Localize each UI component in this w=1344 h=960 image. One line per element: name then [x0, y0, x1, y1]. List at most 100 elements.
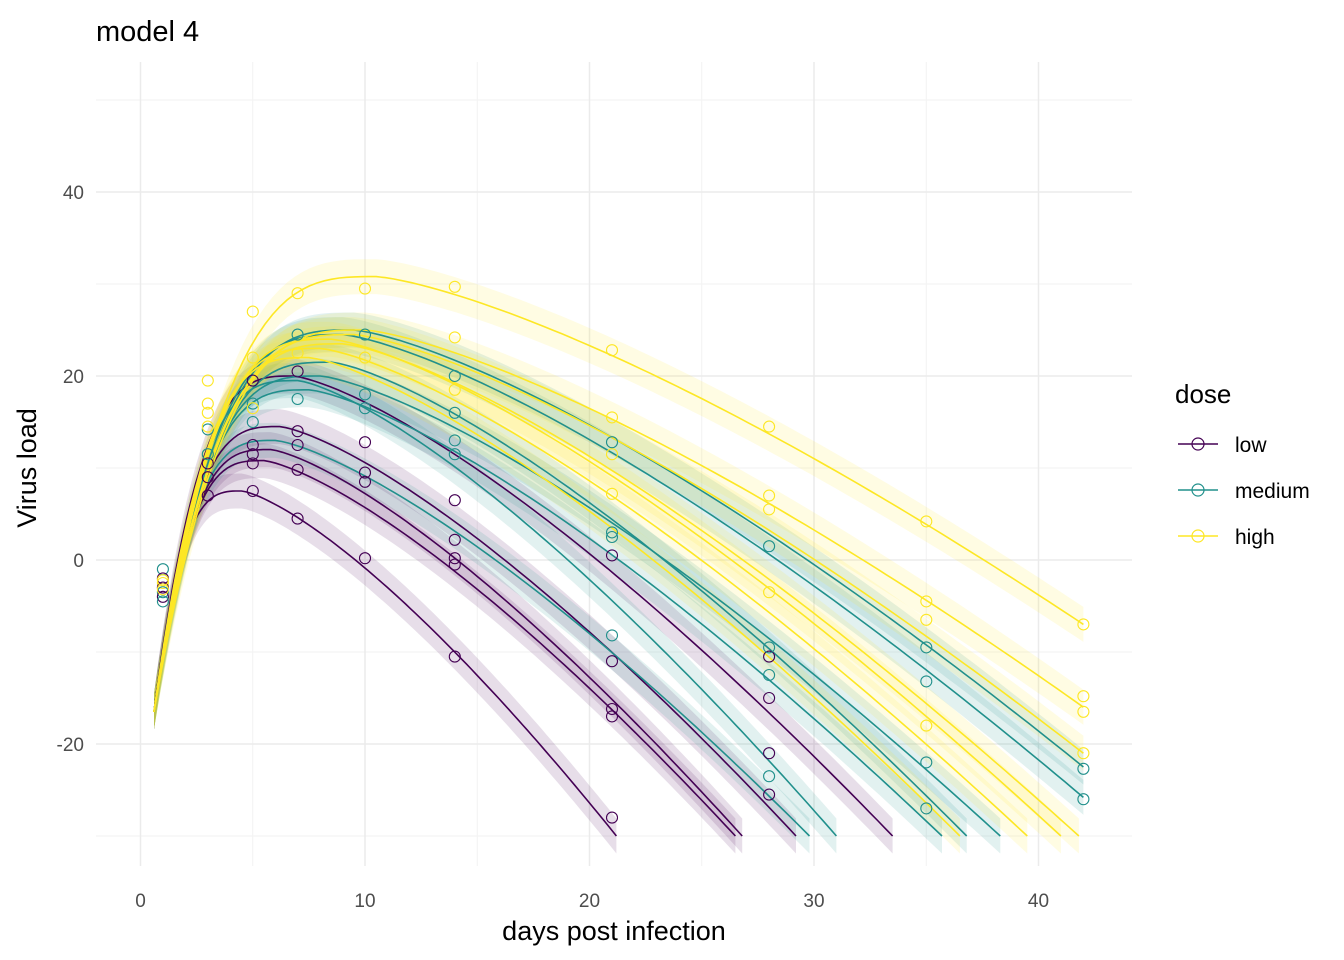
point-low [605, 702, 619, 716]
ribbon-medium [154, 358, 1001, 854]
line-high [153, 356, 961, 837]
point-medium [246, 397, 259, 410]
point-low [246, 457, 259, 470]
point-low [358, 466, 372, 479]
y-tick-label: -20 [57, 735, 84, 756]
point-high [201, 406, 214, 419]
ribbon-low [154, 358, 893, 854]
point-medium [358, 388, 372, 401]
point-medium [291, 392, 304, 406]
point-medium [1077, 793, 1090, 806]
legend-marker-medium [1191, 483, 1205, 497]
point-high [156, 574, 169, 587]
point-high [448, 280, 461, 293]
point-high [291, 287, 304, 300]
point-low [605, 655, 619, 668]
line-low [153, 490, 618, 837]
point-medium [605, 629, 619, 642]
legend-item-low: low [1178, 434, 1267, 457]
point-medium [763, 770, 776, 783]
point-high [763, 489, 776, 502]
observed-points [156, 280, 1090, 824]
point-low [448, 650, 461, 663]
point-medium [605, 436, 619, 449]
point-low [763, 650, 776, 663]
line-high [153, 347, 1028, 837]
legend-item-medium: medium [1178, 480, 1310, 503]
legend-label-medium: medium [1235, 480, 1310, 503]
x-tick-label: 40 [1028, 891, 1049, 912]
y-axis-title: Virus load [12, 408, 42, 528]
point-medium [448, 434, 461, 447]
point-low [763, 788, 776, 801]
point-low [605, 811, 619, 824]
point-high [448, 331, 461, 344]
point-medium [156, 595, 169, 608]
point-low [448, 533, 461, 546]
legend-marker-high [1191, 529, 1205, 543]
point-medium [605, 530, 619, 544]
y-axis-ticks: -20 0 20 40 [57, 183, 84, 756]
point-high [448, 383, 461, 396]
point-high [1077, 747, 1090, 760]
line-low [153, 448, 743, 837]
line-high [153, 333, 1084, 754]
point-high [605, 344, 619, 357]
y-tick-label: 20 [63, 367, 84, 388]
point-high [201, 420, 214, 433]
point-low [291, 365, 304, 378]
point-medium [201, 448, 214, 461]
point-high [605, 448, 619, 461]
legend-title: dose [1175, 379, 1231, 409]
point-medium [920, 641, 933, 654]
ribbon-high [154, 259, 1084, 730]
point-high [605, 411, 619, 424]
point-low [291, 463, 304, 476]
legend-label-low: low [1235, 434, 1267, 457]
point-high [291, 346, 304, 360]
ribbon-high [154, 321, 1061, 854]
y-tick-label: 0 [73, 551, 84, 572]
point-medium [1077, 762, 1090, 775]
chart-title: model 4 [96, 16, 199, 48]
point-high [605, 487, 619, 500]
point-medium [763, 540, 776, 553]
line-high [153, 338, 1062, 837]
point-high [201, 397, 214, 410]
point-high [763, 503, 776, 516]
point-medium [763, 641, 776, 654]
point-low [763, 691, 776, 705]
point-low [201, 457, 214, 470]
point-medium [920, 675, 933, 688]
x-tick-label: 0 [135, 891, 146, 912]
point-low [358, 552, 372, 565]
point-high [920, 595, 933, 608]
line-high [153, 329, 1084, 712]
point-high [920, 719, 933, 732]
point-low [448, 558, 461, 571]
point-medium [246, 415, 259, 429]
point-low [448, 494, 461, 507]
point-high [358, 282, 372, 295]
legend-item-high: high [1178, 526, 1275, 549]
point-low [246, 374, 259, 387]
ribbon-medium [154, 422, 810, 854]
x-tick-label: 20 [579, 891, 600, 912]
point-low [246, 484, 259, 498]
point-high [1077, 705, 1090, 718]
point-medium [605, 526, 619, 539]
point-high [1077, 618, 1090, 631]
x-axis-title: days post infection [502, 916, 726, 946]
line-low [153, 459, 736, 837]
line-medium [153, 361, 968, 837]
point-high [763, 420, 776, 433]
line-low [153, 425, 797, 837]
point-low [605, 710, 619, 723]
point-high [246, 351, 259, 364]
point-low [763, 747, 776, 760]
line-medium [153, 389, 943, 837]
ribbon-medium [154, 317, 1084, 815]
point-medium [920, 802, 933, 815]
point-low [448, 552, 461, 565]
